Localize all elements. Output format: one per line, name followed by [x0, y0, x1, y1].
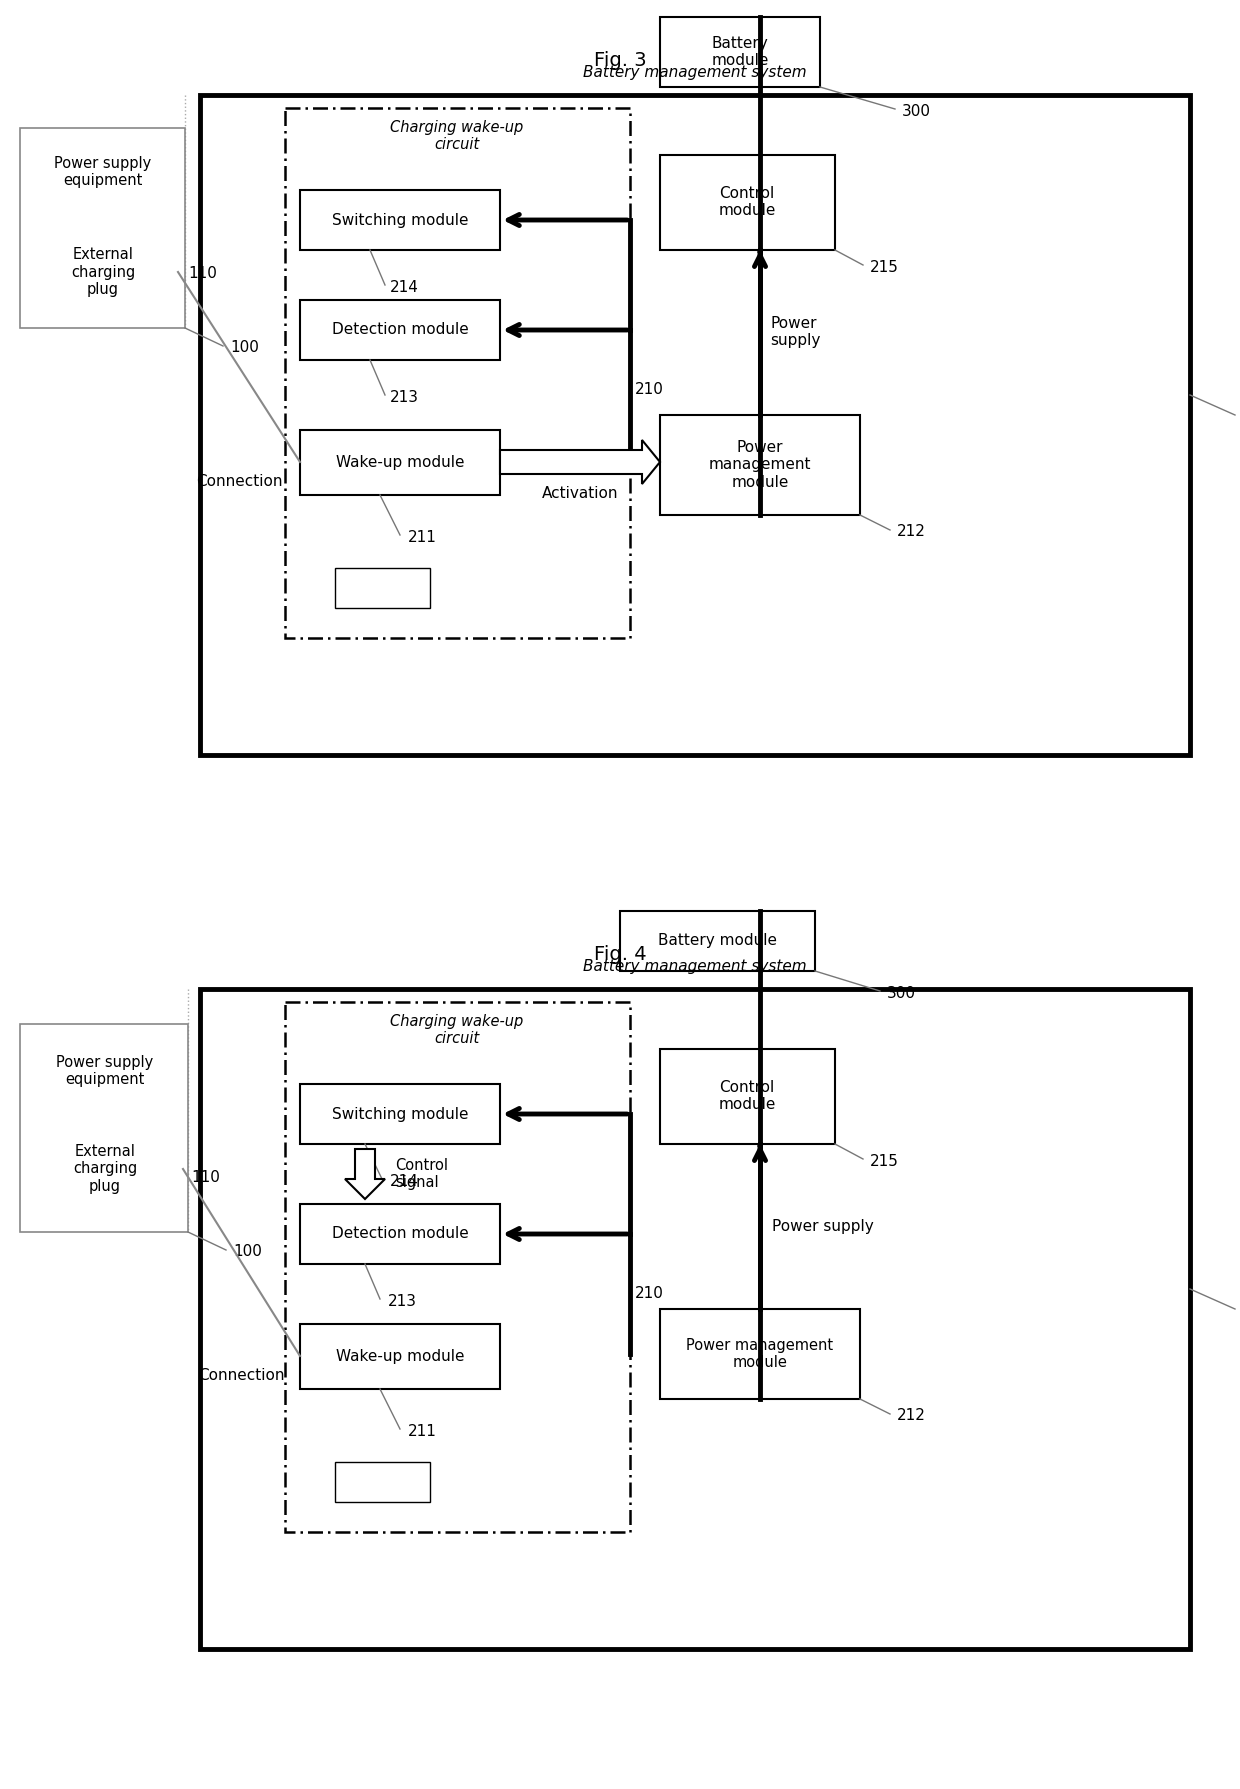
- Text: Switching module: Switching module: [332, 213, 469, 227]
- Text: Connection: Connection: [196, 474, 283, 490]
- Text: Connection: Connection: [197, 1369, 284, 1383]
- Text: 211: 211: [408, 1424, 436, 1440]
- Text: Activation: Activation: [542, 487, 619, 501]
- Bar: [660, 1048, 835, 1143]
- Text: 212: 212: [897, 524, 926, 540]
- Text: 215: 215: [870, 259, 899, 274]
- Bar: [285, 107, 630, 639]
- Text: Power management
module: Power management module: [687, 1338, 833, 1370]
- Text: Control
module: Control module: [718, 1081, 776, 1113]
- Text: 110: 110: [188, 265, 217, 281]
- Text: 300: 300: [901, 104, 931, 118]
- Text: Fig. 4: Fig. 4: [594, 945, 646, 964]
- Text: Wake-up module: Wake-up module: [336, 454, 464, 469]
- Text: 213: 213: [388, 1293, 417, 1308]
- Text: External
charging
plug: External charging plug: [73, 1145, 138, 1193]
- Text: 214: 214: [391, 1174, 419, 1188]
- Bar: [300, 1084, 500, 1143]
- Bar: [29, 140, 179, 206]
- Bar: [300, 1204, 500, 1265]
- Text: 300: 300: [887, 986, 916, 1000]
- Text: Control
module: Control module: [718, 186, 776, 218]
- Bar: [335, 567, 430, 608]
- Text: Battery management system: Battery management system: [583, 66, 807, 81]
- Text: 215: 215: [870, 1154, 899, 1168]
- Bar: [335, 1462, 430, 1503]
- Bar: [660, 1310, 861, 1399]
- Polygon shape: [345, 1149, 384, 1199]
- Text: Power supply: Power supply: [773, 1218, 874, 1233]
- Text: 210: 210: [635, 383, 663, 397]
- Text: Control
signal: Control signal: [396, 1157, 448, 1190]
- Bar: [660, 415, 861, 515]
- Text: Charging wake-up
circuit: Charging wake-up circuit: [391, 120, 523, 152]
- Text: 214: 214: [391, 279, 419, 295]
- Polygon shape: [500, 440, 660, 485]
- Text: Charging wake-up
circuit: Charging wake-up circuit: [391, 1014, 523, 1047]
- Bar: [300, 301, 500, 360]
- Bar: [300, 429, 500, 496]
- Bar: [200, 95, 1190, 755]
- Text: 100: 100: [233, 1245, 262, 1259]
- Text: 110: 110: [191, 1170, 219, 1184]
- Text: 212: 212: [897, 1408, 926, 1424]
- Text: Wake-up module: Wake-up module: [336, 1349, 464, 1363]
- Bar: [660, 156, 835, 250]
- Bar: [29, 1039, 184, 1104]
- Text: Power
management
module: Power management module: [709, 440, 811, 490]
- Bar: [29, 225, 179, 320]
- Bar: [300, 1324, 500, 1388]
- Text: 100: 100: [229, 340, 259, 356]
- Text: Power supply
equipment: Power supply equipment: [56, 1056, 154, 1088]
- Bar: [29, 1122, 184, 1217]
- Bar: [300, 190, 500, 250]
- Bar: [620, 911, 815, 971]
- Bar: [200, 989, 1190, 1649]
- Text: Power supply
equipment: Power supply equipment: [55, 156, 151, 188]
- Text: 213: 213: [391, 390, 419, 404]
- Text: External
charging
plug: External charging plug: [71, 247, 135, 297]
- Text: 211: 211: [408, 531, 436, 546]
- Text: Fig. 3: Fig. 3: [594, 50, 646, 70]
- Bar: [660, 18, 820, 88]
- Bar: [285, 1002, 630, 1531]
- Text: Switching module: Switching module: [332, 1107, 469, 1122]
- Text: 210: 210: [635, 1286, 663, 1302]
- Bar: [20, 129, 185, 327]
- Text: Detection module: Detection module: [331, 1227, 469, 1242]
- Text: Battery
module: Battery module: [712, 36, 769, 68]
- Text: Power
supply: Power supply: [770, 317, 821, 349]
- Text: Battery module: Battery module: [657, 934, 776, 948]
- Bar: [20, 1023, 188, 1233]
- Text: Detection module: Detection module: [331, 322, 469, 338]
- Text: Battery management system: Battery management system: [583, 959, 807, 975]
